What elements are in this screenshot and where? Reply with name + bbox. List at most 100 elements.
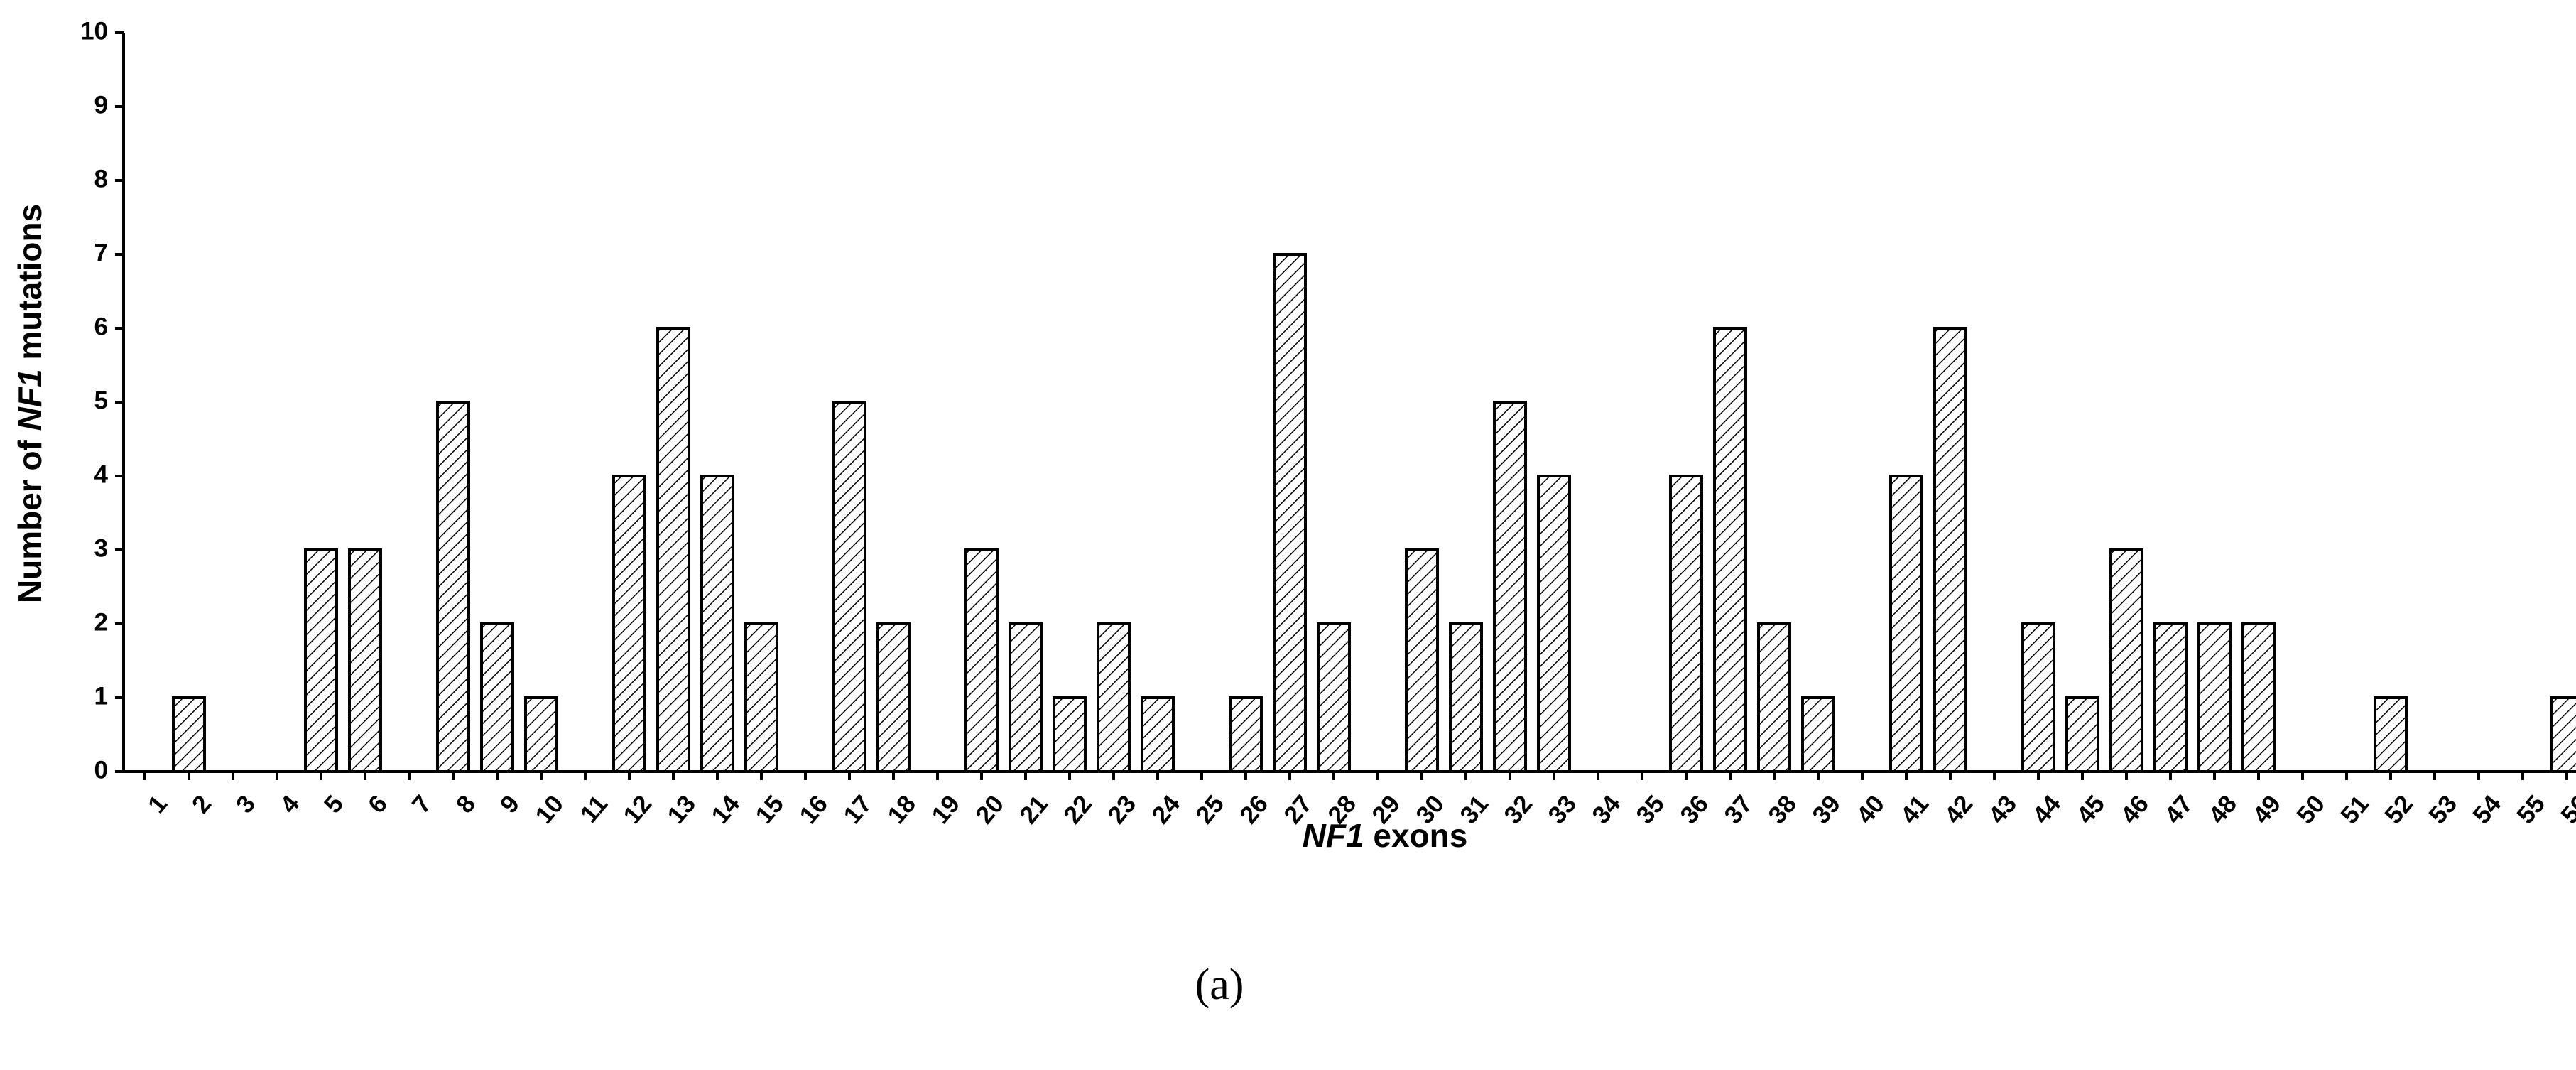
bar (612, 475, 646, 773)
caption: (a) (1195, 961, 1244, 1009)
x-tick-label: 51 (2335, 790, 2374, 829)
bar (1273, 253, 1307, 773)
bar (524, 696, 558, 773)
x-tick-label: 16 (794, 790, 833, 829)
x-axis-label: NF1 exons (1303, 817, 1468, 854)
x-tick-label: 8 (451, 790, 481, 818)
y-tick-label: 0 (94, 756, 108, 784)
x-tick-label: 49 (2247, 790, 2286, 829)
bar (2021, 622, 2055, 773)
bar (2241, 622, 2276, 773)
bar (876, 622, 911, 773)
x-tick-label: 17 (838, 790, 877, 829)
bar (304, 548, 338, 773)
bar (1713, 327, 1747, 773)
bar (1449, 622, 1483, 773)
x-tick-label: 2 (187, 790, 217, 818)
x-tick-label: 39 (1807, 790, 1846, 829)
y-label-part: NF1 (11, 369, 48, 431)
bar (1493, 401, 1527, 773)
x-tick-label: 4 (275, 790, 305, 818)
x-tick-label: 56 (2555, 790, 2576, 829)
y-tick-label: 4 (94, 460, 109, 488)
x-tick-label: 50 (2291, 790, 2330, 829)
x-tick-label: 9 (495, 790, 525, 818)
x-tick-label: 46 (2115, 790, 2154, 829)
y-tick-label: 5 (94, 387, 108, 414)
bar (744, 622, 778, 773)
bar (2065, 696, 2099, 773)
bar (1537, 475, 1571, 773)
bar (2153, 622, 2188, 773)
x-tick-label: 52 (2379, 790, 2418, 829)
y-axis-label: Number of NF1 mutations (11, 204, 48, 603)
x-tick-label: 1 (143, 790, 173, 818)
y-tick-label: 1 (94, 682, 108, 710)
x-tick-label: 23 (1102, 790, 1141, 829)
x-tick-label: 53 (2423, 790, 2462, 829)
x-tick-label: 11 (575, 790, 613, 828)
bar (2550, 696, 2576, 773)
x-tick-label: 21 (1014, 790, 1053, 829)
y-tick-label: 10 (80, 17, 108, 45)
x-tick-label: 48 (2203, 790, 2242, 829)
bar (1229, 696, 1263, 773)
x-tick-label: 14 (706, 790, 745, 829)
bar (348, 548, 382, 773)
x-tick-label: 12 (618, 790, 657, 829)
bar (1933, 327, 1967, 773)
bar (1053, 696, 1087, 773)
bar (2197, 622, 2232, 773)
x-tick-label: 10 (530, 790, 569, 829)
x-tick-label: 19 (926, 790, 965, 829)
x-tick-label: 45 (2071, 790, 2110, 829)
x-tick-label: 35 (1631, 790, 1670, 829)
x-tick-label: 42 (1939, 790, 1978, 829)
bar (2109, 548, 2143, 773)
x-tick-label: 34 (1587, 790, 1626, 829)
x-tick-label: 38 (1763, 790, 1802, 829)
bar (1889, 475, 1923, 773)
bar (700, 475, 734, 773)
x-tick-label: 55 (2511, 790, 2550, 829)
x-tick-label: 43 (1983, 790, 2022, 829)
bar (1669, 475, 1703, 773)
x-tick-label: 18 (882, 790, 921, 829)
bar (1317, 622, 1351, 773)
bar (480, 622, 514, 773)
x-tick-label: 24 (1146, 790, 1185, 829)
x-tick-label: 47 (2159, 790, 2198, 829)
x-tick-label: 36 (1675, 790, 1714, 829)
x-tick-label: 33 (1543, 790, 1582, 829)
x-tick-label: 54 (2467, 790, 2506, 829)
bar (964, 548, 999, 773)
x-tick-label: 41 (1895, 790, 1934, 829)
bar (1405, 548, 1439, 773)
x-tick-label: 3 (231, 790, 261, 818)
bar (832, 401, 866, 773)
bar (2374, 696, 2408, 773)
x-tick-label: 37 (1719, 790, 1758, 829)
y-tick-label: 9 (94, 91, 108, 119)
y-tick-label: 2 (94, 608, 108, 636)
bar (656, 327, 690, 773)
y-tick-label: 7 (94, 239, 108, 266)
y-tick-label: 3 (94, 534, 108, 562)
y-label-part: Number of (11, 431, 48, 603)
bar (1141, 696, 1175, 773)
bar (172, 696, 206, 773)
x-tick-label: 26 (1234, 790, 1273, 829)
x-tick-label: 13 (662, 790, 701, 829)
bar (1009, 622, 1043, 773)
x-tick-label: 20 (970, 790, 1009, 829)
x-tick-label: 40 (1851, 790, 1890, 829)
x-tick-label: 15 (750, 790, 789, 829)
x-label-part: NF1 (1303, 817, 1364, 854)
x-tick-label: 22 (1058, 790, 1097, 829)
x-tick-label: 44 (2027, 790, 2066, 829)
bar (1097, 622, 1131, 773)
y-label-part: mutations (11, 204, 48, 369)
bar (1757, 622, 1791, 773)
